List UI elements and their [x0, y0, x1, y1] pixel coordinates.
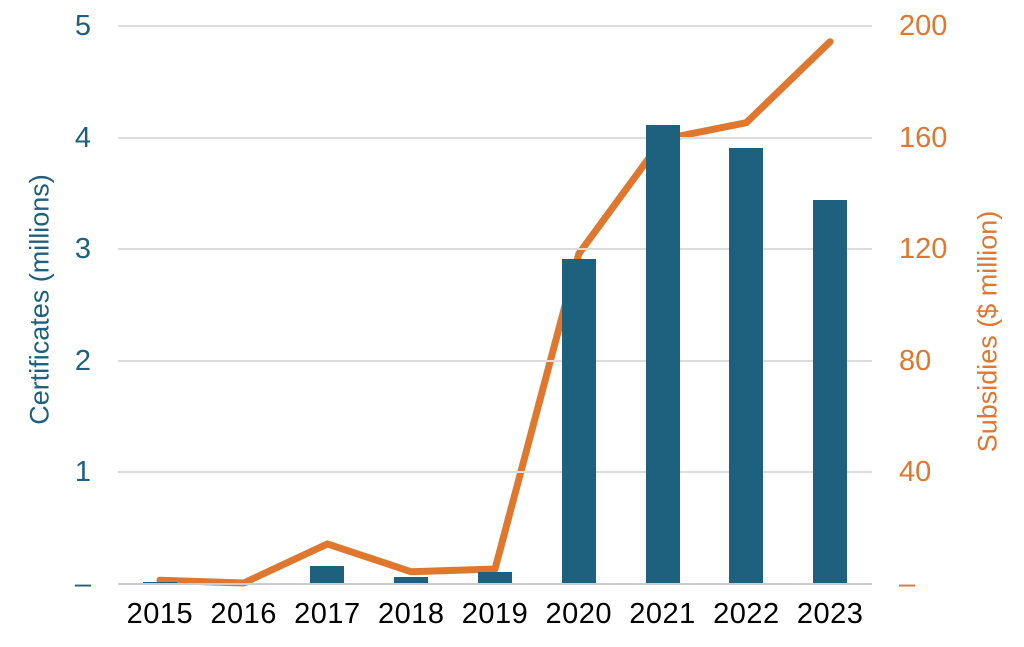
- right-axis-tick-label: 80: [899, 344, 932, 377]
- left-axis-tick-label: 4: [74, 121, 91, 154]
- right-axis-tick-label: –: [899, 568, 916, 600]
- gridline: [118, 25, 872, 27]
- certificates-bar: [729, 147, 764, 583]
- left-axis-title: Certificates (millions): [24, 174, 55, 425]
- gridline: [118, 471, 872, 473]
- certificates-bar: [813, 200, 848, 583]
- right-axis-tick-label: 200: [899, 10, 948, 42]
- left-axis-tick-label: 2: [74, 344, 91, 377]
- right-axis-tick-label: 120: [899, 233, 948, 266]
- gridline: [118, 248, 872, 250]
- x-axis-line: [118, 583, 872, 585]
- x-axis-tick-label: 2021: [629, 598, 696, 630]
- x-axis-tick-label: 2015: [126, 598, 194, 630]
- right-axis-tick-label: 160: [899, 121, 948, 154]
- certificates-bar: [561, 259, 596, 583]
- certificates-bar: [645, 125, 680, 583]
- x-axis-tick-label: 2023: [796, 598, 864, 630]
- gridline: [118, 360, 872, 362]
- x-axis-tick-label: 2022: [713, 598, 780, 630]
- x-axis-tick-label: 2019: [461, 598, 529, 630]
- certificates-bar: [310, 566, 345, 583]
- left-axis-tick-label: 5: [74, 10, 91, 42]
- x-axis-tick-label: 2017: [294, 598, 361, 630]
- right-axis-tick-label: 40: [899, 456, 932, 489]
- x-axis-tick-label: 2018: [377, 598, 445, 630]
- certificates-bar: [394, 577, 429, 583]
- right-axis-title: Subsidies ($ million): [972, 210, 1003, 453]
- left-axis-tick-label: 3: [74, 233, 91, 266]
- left-axis-tick-label: –: [74, 568, 91, 600]
- left-axis-tick-label: 1: [74, 456, 91, 489]
- certificates-bar: [478, 571, 512, 583]
- certificates-bar: [142, 581, 177, 583]
- x-axis-tick-label: 2020: [545, 598, 613, 630]
- gridline: [118, 137, 872, 139]
- x-axis-tick-label: 2016: [210, 598, 277, 630]
